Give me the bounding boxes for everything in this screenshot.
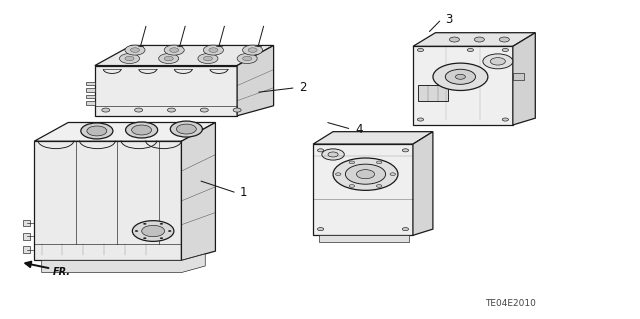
- Circle shape: [499, 37, 509, 42]
- Circle shape: [349, 185, 355, 187]
- Circle shape: [467, 48, 474, 52]
- Circle shape: [164, 56, 173, 61]
- FancyBboxPatch shape: [86, 88, 95, 92]
- Circle shape: [125, 56, 134, 61]
- Circle shape: [160, 237, 163, 239]
- Polygon shape: [34, 141, 182, 261]
- Circle shape: [170, 121, 202, 137]
- Text: 4: 4: [355, 123, 363, 136]
- Polygon shape: [237, 46, 274, 116]
- Circle shape: [502, 48, 508, 52]
- Polygon shape: [313, 132, 433, 144]
- Circle shape: [456, 74, 465, 79]
- Circle shape: [143, 237, 147, 239]
- Circle shape: [135, 230, 138, 232]
- Circle shape: [346, 164, 386, 184]
- FancyBboxPatch shape: [23, 219, 31, 226]
- Polygon shape: [413, 132, 433, 235]
- Circle shape: [120, 54, 140, 63]
- Circle shape: [403, 227, 408, 231]
- Circle shape: [164, 45, 184, 55]
- Circle shape: [483, 54, 513, 69]
- FancyBboxPatch shape: [23, 233, 31, 240]
- Circle shape: [502, 118, 508, 121]
- Circle shape: [335, 173, 341, 175]
- Circle shape: [237, 54, 257, 63]
- Circle shape: [159, 54, 179, 63]
- Polygon shape: [319, 235, 409, 241]
- Polygon shape: [313, 144, 413, 235]
- Circle shape: [132, 221, 174, 241]
- Circle shape: [349, 161, 355, 164]
- FancyBboxPatch shape: [418, 85, 448, 101]
- Circle shape: [132, 125, 152, 135]
- Circle shape: [243, 56, 252, 61]
- Circle shape: [81, 123, 113, 139]
- Circle shape: [328, 152, 338, 157]
- Circle shape: [317, 149, 324, 152]
- FancyBboxPatch shape: [86, 95, 95, 98]
- Circle shape: [160, 223, 163, 225]
- Circle shape: [204, 45, 223, 55]
- Circle shape: [322, 149, 344, 160]
- Text: 3: 3: [445, 13, 452, 26]
- Circle shape: [168, 108, 175, 112]
- FancyBboxPatch shape: [23, 246, 31, 253]
- Circle shape: [177, 124, 196, 134]
- Circle shape: [243, 45, 262, 55]
- Circle shape: [376, 185, 382, 187]
- Circle shape: [449, 37, 460, 42]
- Circle shape: [433, 63, 488, 91]
- Text: 1: 1: [240, 187, 248, 199]
- Text: FR.: FR.: [52, 267, 70, 277]
- Circle shape: [131, 48, 140, 52]
- Circle shape: [102, 108, 110, 112]
- Polygon shape: [513, 33, 535, 125]
- Circle shape: [445, 69, 476, 84]
- Polygon shape: [95, 66, 237, 116]
- Circle shape: [356, 170, 374, 179]
- Polygon shape: [182, 122, 216, 261]
- Circle shape: [204, 56, 212, 61]
- Text: 2: 2: [300, 81, 307, 94]
- Circle shape: [417, 48, 424, 52]
- Circle shape: [233, 108, 241, 112]
- Polygon shape: [95, 46, 274, 66]
- Circle shape: [490, 58, 506, 65]
- Circle shape: [376, 161, 382, 164]
- Circle shape: [134, 108, 143, 112]
- Polygon shape: [413, 46, 513, 125]
- Text: TE04E2010: TE04E2010: [485, 299, 536, 308]
- Circle shape: [403, 149, 408, 152]
- Polygon shape: [413, 33, 535, 46]
- Circle shape: [333, 158, 398, 190]
- Circle shape: [87, 126, 107, 136]
- Circle shape: [198, 54, 218, 63]
- Circle shape: [248, 48, 257, 52]
- Circle shape: [168, 230, 172, 232]
- Circle shape: [141, 225, 164, 237]
- Circle shape: [390, 173, 396, 175]
- Circle shape: [417, 118, 424, 121]
- Circle shape: [209, 48, 218, 52]
- Circle shape: [317, 227, 324, 231]
- FancyBboxPatch shape: [513, 73, 524, 80]
- Circle shape: [143, 223, 147, 225]
- Circle shape: [170, 48, 179, 52]
- FancyBboxPatch shape: [86, 101, 95, 105]
- Circle shape: [200, 108, 208, 112]
- Polygon shape: [42, 254, 205, 272]
- FancyBboxPatch shape: [86, 82, 95, 85]
- Polygon shape: [34, 122, 216, 141]
- Circle shape: [125, 122, 157, 138]
- Circle shape: [474, 37, 484, 42]
- Circle shape: [125, 45, 145, 55]
